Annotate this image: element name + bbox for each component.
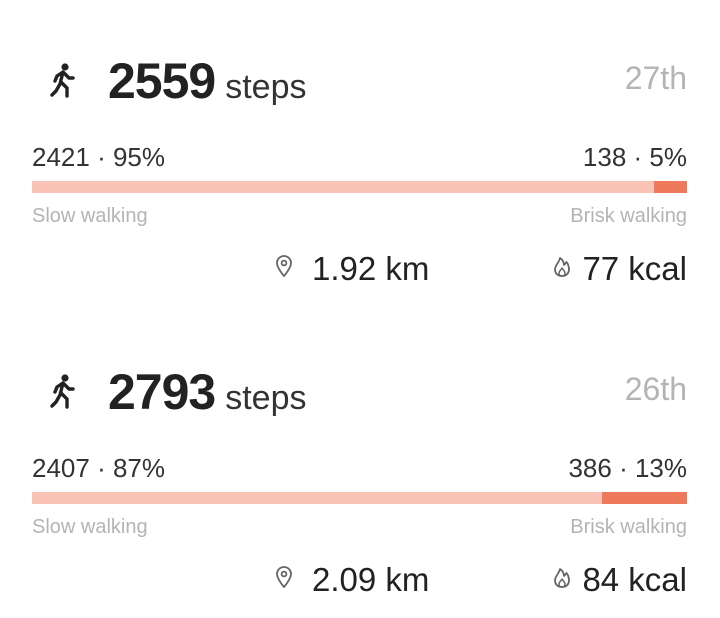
record-date: 26th [624, 371, 687, 407]
steps-summary: 2559 steps [108, 52, 307, 110]
steps-count: 2793 [108, 364, 216, 420]
location-pin-icon [276, 566, 292, 588]
distance-stat: 1.92 km [274, 250, 429, 288]
walking-person-icon [50, 63, 75, 98]
calories-stat: 77 kcal [552, 250, 687, 288]
calories-stat: 84 kcal [552, 561, 687, 599]
steps-unit: steps [225, 379, 307, 417]
steps-unit: steps [225, 68, 307, 106]
brisk-walking-label: Brisk walking [570, 205, 687, 227]
brisk-walking-fill [601, 492, 687, 504]
walking-split-bar [32, 492, 687, 504]
calories-value: 84 kcal [582, 561, 687, 598]
steps-count: 2559 [108, 53, 216, 109]
flame-icon [554, 568, 571, 588]
brisk-walking-value: 138 · 5% [582, 142, 687, 172]
calories-value: 77 kcal [582, 250, 687, 287]
brisk-walking-fill [654, 181, 687, 193]
distance-value: 2.09 km [312, 561, 430, 598]
slow-walking-label: Slow walking [32, 516, 148, 538]
steps-summary: 2793 steps [108, 363, 307, 421]
activity-record[interactable]: 2559 steps 27th 2421 · 95% 138 · 5% Slow … [0, 0, 720, 300]
distance-value: 1.92 km [312, 250, 430, 287]
slow-walking-value: 2407 · 87% [32, 453, 165, 483]
brisk-walking-label: Brisk walking [570, 516, 687, 538]
slow-walking-label: Slow walking [32, 205, 148, 227]
slow-walking-value: 2421 · 95% [32, 142, 165, 172]
location-pin-icon [276, 255, 292, 277]
brisk-walking-value: 386 · 13% [568, 453, 687, 483]
walking-person-icon [50, 374, 75, 409]
distance-stat: 2.09 km [274, 561, 429, 599]
activity-record[interactable]: 2793 steps 26th 2407 · 87% 386 · 13% Slow… [0, 311, 720, 611]
walking-split-bar [32, 181, 687, 193]
record-date: 27th [624, 60, 687, 96]
flame-icon [554, 257, 571, 277]
